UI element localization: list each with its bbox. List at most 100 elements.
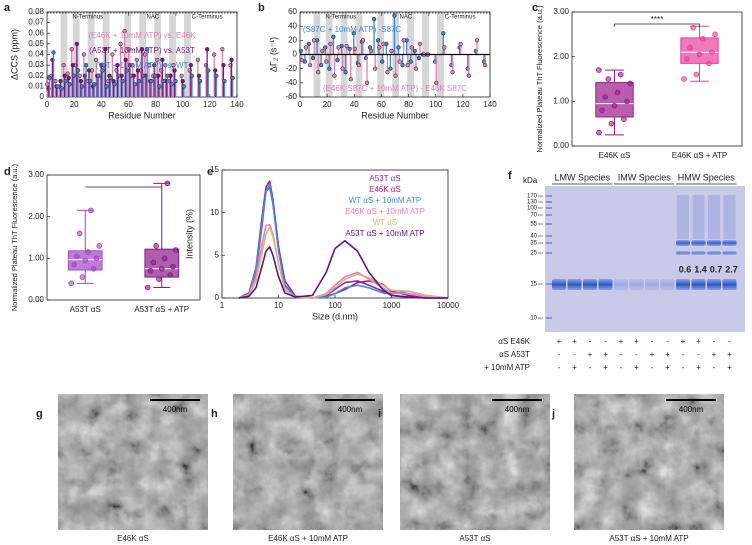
dot [220, 47, 225, 52]
dot [393, 73, 398, 78]
series-label: (WT + 10mM ATP) vs. WT [96, 61, 189, 70]
dot [230, 75, 235, 81]
dot [434, 80, 439, 85]
lollipop [128, 73, 134, 97]
dot [340, 66, 345, 71]
dot [71, 73, 77, 78]
shaded-region [154, 12, 161, 97]
line [238, 240, 448, 299]
sign: + [650, 350, 655, 359]
y-tick-label: 0.07 [28, 18, 44, 27]
lollipop [384, 41, 389, 55]
dot [153, 73, 158, 78]
x-tick-label: 60 [124, 100, 133, 109]
lollipop [152, 62, 157, 97]
marker-label: 100 [527, 206, 538, 212]
dot [316, 70, 321, 75]
dot [195, 57, 201, 62]
y-tick-label: 2.00 [553, 52, 569, 61]
shaded-region [139, 12, 147, 97]
lollipop [67, 82, 72, 97]
sign: + [696, 363, 701, 372]
dot [65, 71, 70, 76]
dot [229, 57, 234, 62]
lollipop [466, 54, 471, 78]
dot [360, 38, 366, 43]
dot [328, 41, 333, 47]
y-axis-label: Normalized Plateau ThT Fluorescence (a.u… [10, 163, 19, 311]
dot [157, 84, 162, 89]
lollipop [153, 73, 158, 97]
point [144, 284, 151, 291]
lollipop [139, 47, 145, 97]
sign: + [665, 363, 670, 372]
dot [132, 82, 138, 87]
ladder-band [546, 195, 552, 197]
x-tick-label: A53T αS [70, 305, 101, 314]
x-tick-label: A53T αS + ATP [134, 305, 189, 314]
smear [677, 195, 689, 239]
dot [172, 68, 177, 73]
panel-letter: f [508, 170, 512, 182]
significance: **** [651, 15, 663, 24]
dot [412, 48, 417, 54]
smear [723, 195, 736, 239]
shaded-region [87, 12, 95, 97]
lollipop [388, 54, 393, 71]
x-tick-label: 1000 [383, 301, 401, 310]
line [238, 226, 449, 299]
dot [140, 73, 146, 78]
lollipop [228, 62, 233, 97]
point [90, 265, 97, 272]
point [608, 120, 615, 127]
lollipop [347, 46, 352, 55]
lollipop [110, 52, 115, 97]
sign: - [666, 337, 669, 346]
lollipop [417, 41, 423, 55]
dot [336, 45, 341, 50]
lollipop [93, 57, 99, 97]
lollipop [364, 54, 370, 85]
dot [212, 52, 217, 57]
x-axis-label: Residue Number [361, 110, 429, 120]
dot [62, 73, 67, 78]
sign: - [604, 337, 607, 346]
point [605, 76, 612, 82]
dot [474, 38, 480, 43]
smear [708, 195, 720, 239]
dot [63, 78, 68, 84]
dot [389, 48, 394, 54]
species-label: LMW Species [554, 172, 610, 182]
point [709, 49, 715, 55]
dot [165, 73, 170, 78]
lollipop [131, 73, 137, 97]
lollipop [396, 45, 401, 55]
y-tick-label: 2.00 [28, 212, 44, 221]
point [693, 71, 700, 78]
sign: - [651, 337, 654, 346]
scale-label: 400nm [679, 405, 704, 414]
point [85, 249, 91, 255]
dot [298, 48, 303, 54]
series-label: (S87C + 10mM ATP) -S87C [303, 25, 402, 34]
dot [368, 48, 374, 54]
lollipop [392, 13, 397, 55]
lollipop [45, 82, 50, 97]
dot [303, 45, 309, 50]
dot [299, 58, 305, 63]
dot [311, 38, 317, 43]
dot [373, 66, 378, 71]
lollipop [136, 78, 142, 97]
sign: - [589, 337, 592, 346]
band [629, 279, 644, 290]
region-label: NAC [400, 15, 413, 21]
dot [466, 73, 471, 78]
dot [344, 43, 349, 49]
dot [67, 82, 72, 87]
lollipop [331, 34, 336, 55]
lollipop [61, 62, 66, 97]
dot [74, 41, 80, 47]
lollipop [197, 78, 203, 97]
x-tick-label: 60 [377, 100, 386, 109]
lollipop [155, 57, 160, 97]
